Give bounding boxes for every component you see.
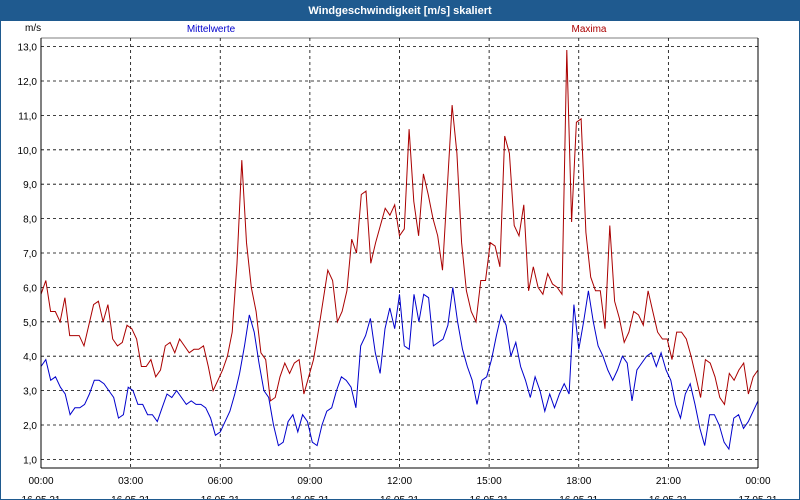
x-tick-date: 16.05.21: [111, 495, 150, 499]
y-tick-label: 10,0: [18, 146, 38, 157]
axes: [40, 37, 759, 469]
grid-lines: [41, 38, 758, 468]
x-tick-date: 16.05.21: [559, 495, 598, 499]
y-tick-label: 3,0: [23, 387, 37, 398]
y-tick-label: 8,0: [23, 215, 37, 226]
y-tick-label: 6,0: [23, 283, 37, 294]
y-tick-label: 2,0: [23, 421, 37, 432]
x-tick-time: 00:00: [28, 476, 53, 487]
wind-speed-chart: 1,0 2,0 3,0 4,0 5,0 6,0 7,0 8,0 9,0 10,0 11,0 12,0 1…: [18, 23, 778, 499]
y-tick-label: 5,0: [23, 318, 37, 329]
x-tick-time: 15:00: [477, 476, 502, 487]
series-line-mittelwerte: [40, 287, 759, 451]
x-tick-time: 00:00: [745, 476, 770, 487]
x-tick-time: 09:00: [297, 476, 322, 487]
x-tick-time: 06:00: [208, 476, 233, 487]
x-tick-time: 21:00: [656, 476, 681, 487]
y-tick-label: 12,0: [18, 77, 38, 88]
y-tick-label: 11,0: [18, 111, 37, 122]
legend-mittelwerte: Mittelwerte: [187, 24, 236, 35]
series-lines: [40, 49, 759, 451]
x-tick-time: 03:00: [118, 476, 143, 487]
y-tick-label: 7,0: [23, 249, 37, 260]
y-tick-label: 13,0: [18, 43, 38, 54]
y-tick-label: 4,0: [23, 352, 37, 363]
x-tick-date: 16.05.21: [290, 495, 329, 499]
window-title: Windgeschwindigkeit [m/s] skaliert: [1, 1, 799, 21]
tick-labels: 1,0 2,0 3,0 4,0 5,0 6,0 7,0 8,0 9,0 10,0 11,0 12,0 1…: [18, 23, 778, 499]
plot-area: [41, 38, 758, 468]
series-line-maxima: [40, 49, 759, 406]
x-tick-date: 17.05.21: [739, 495, 778, 499]
x-tick-date: 16.05.21: [201, 495, 240, 499]
y-axis-unit-label: m/s: [25, 23, 41, 34]
y-tick-label: 1,0: [23, 455, 37, 466]
x-tick-date: 16.05.21: [470, 495, 509, 499]
x-tick-time: 12:00: [387, 476, 412, 487]
x-tick-date: 16.05.21: [380, 495, 419, 499]
x-tick-date: 16.05.21: [649, 495, 688, 499]
x-tick-time: 18:00: [566, 476, 591, 487]
legend-maxima: Maxima: [571, 24, 606, 35]
x-tick-date: 16.05.21: [22, 495, 61, 499]
y-tick-label: 9,0: [23, 180, 37, 191]
